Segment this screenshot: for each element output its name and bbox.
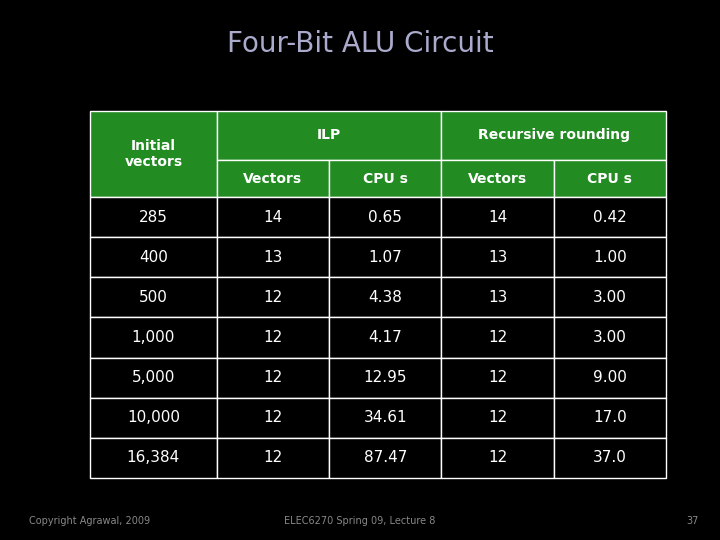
Bar bbox=[554, 357, 666, 397]
Text: 0.65: 0.65 bbox=[368, 210, 402, 225]
Text: CPU s: CPU s bbox=[588, 172, 632, 186]
Bar bbox=[217, 438, 329, 478]
Bar bbox=[90, 357, 217, 397]
Text: 3.00: 3.00 bbox=[593, 330, 627, 345]
Text: 4.38: 4.38 bbox=[368, 290, 402, 305]
Bar bbox=[90, 318, 217, 357]
Bar bbox=[441, 237, 554, 277]
Bar bbox=[441, 397, 554, 438]
Text: ELEC6270 Spring 09, Lecture 8: ELEC6270 Spring 09, Lecture 8 bbox=[284, 516, 436, 526]
Text: 14: 14 bbox=[488, 210, 507, 225]
Bar bbox=[554, 397, 666, 438]
Text: Copyright Agrawal, 2009: Copyright Agrawal, 2009 bbox=[29, 516, 150, 526]
Bar bbox=[554, 160, 666, 197]
Text: 12: 12 bbox=[264, 330, 282, 345]
Text: 400: 400 bbox=[139, 249, 168, 265]
Text: 285: 285 bbox=[139, 210, 168, 225]
Bar bbox=[441, 197, 554, 237]
Bar bbox=[441, 160, 554, 197]
Text: Vectors: Vectors bbox=[243, 172, 302, 186]
Text: 12: 12 bbox=[264, 290, 282, 305]
Text: 12: 12 bbox=[264, 450, 282, 465]
Text: Four-Bit ALU Circuit: Four-Bit ALU Circuit bbox=[227, 30, 493, 58]
Bar bbox=[441, 111, 666, 160]
Text: 13: 13 bbox=[264, 249, 282, 265]
Bar bbox=[329, 438, 441, 478]
Bar bbox=[441, 438, 554, 478]
Bar bbox=[90, 237, 217, 277]
Bar bbox=[217, 397, 329, 438]
Bar bbox=[217, 160, 329, 197]
Text: 5,000: 5,000 bbox=[132, 370, 175, 385]
Bar bbox=[441, 277, 554, 318]
Bar bbox=[329, 237, 441, 277]
Bar bbox=[217, 357, 329, 397]
Bar bbox=[554, 438, 666, 478]
Bar bbox=[217, 318, 329, 357]
Text: 13: 13 bbox=[488, 290, 507, 305]
Text: 500: 500 bbox=[139, 290, 168, 305]
Text: 10,000: 10,000 bbox=[127, 410, 180, 425]
Text: 4.17: 4.17 bbox=[369, 330, 402, 345]
Bar bbox=[90, 277, 217, 318]
Text: 3.00: 3.00 bbox=[593, 290, 627, 305]
Bar bbox=[90, 197, 217, 237]
Text: 37.0: 37.0 bbox=[593, 450, 627, 465]
Bar bbox=[217, 111, 441, 160]
Text: 17.0: 17.0 bbox=[593, 410, 626, 425]
Bar bbox=[554, 197, 666, 237]
Bar bbox=[90, 397, 217, 438]
Text: CPU s: CPU s bbox=[363, 172, 408, 186]
Text: 1,000: 1,000 bbox=[132, 330, 175, 345]
Text: 37: 37 bbox=[686, 516, 698, 526]
Text: 12: 12 bbox=[264, 410, 282, 425]
Bar bbox=[441, 357, 554, 397]
Text: Vectors: Vectors bbox=[468, 172, 527, 186]
Text: 0.42: 0.42 bbox=[593, 210, 626, 225]
Text: 12: 12 bbox=[488, 410, 507, 425]
Bar bbox=[329, 357, 441, 397]
Bar bbox=[217, 237, 329, 277]
Bar bbox=[329, 318, 441, 357]
Text: Recursive rounding: Recursive rounding bbox=[477, 129, 630, 143]
Text: 12: 12 bbox=[488, 450, 507, 465]
Bar bbox=[329, 277, 441, 318]
Text: 9.00: 9.00 bbox=[593, 370, 627, 385]
Bar bbox=[554, 318, 666, 357]
Bar bbox=[217, 277, 329, 318]
Bar bbox=[554, 237, 666, 277]
Bar bbox=[329, 160, 441, 197]
Text: 16,384: 16,384 bbox=[127, 450, 180, 465]
Bar bbox=[217, 197, 329, 237]
Text: 14: 14 bbox=[264, 210, 282, 225]
Bar bbox=[329, 197, 441, 237]
Text: 12: 12 bbox=[488, 330, 507, 345]
Text: 1.00: 1.00 bbox=[593, 249, 626, 265]
Bar bbox=[329, 397, 441, 438]
Text: Initial
vectors: Initial vectors bbox=[125, 139, 182, 169]
Text: 12.95: 12.95 bbox=[364, 370, 407, 385]
Text: 12: 12 bbox=[488, 370, 507, 385]
Text: 12: 12 bbox=[264, 370, 282, 385]
Bar bbox=[441, 318, 554, 357]
Text: ILP: ILP bbox=[317, 129, 341, 143]
Bar bbox=[554, 277, 666, 318]
Text: 34.61: 34.61 bbox=[364, 410, 407, 425]
Text: 87.47: 87.47 bbox=[364, 450, 407, 465]
Bar bbox=[90, 438, 217, 478]
Text: 13: 13 bbox=[488, 249, 507, 265]
Text: 1.07: 1.07 bbox=[369, 249, 402, 265]
Bar bbox=[90, 111, 217, 197]
